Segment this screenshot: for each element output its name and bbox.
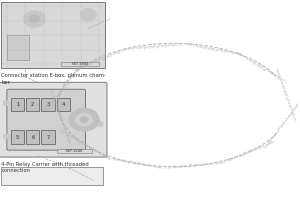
FancyBboxPatch shape [7,89,85,150]
Circle shape [23,10,46,27]
Text: 1: 1 [16,102,19,107]
Text: 3: 3 [46,102,50,107]
Text: (c) BentleyPublishers.com: (c) BentleyPublishers.com [106,156,162,170]
Bar [56,149,92,153]
Circle shape [69,108,99,131]
Bar [11,98,24,111]
Bar [7,35,29,60]
Text: N87-9093: N87-9093 [71,62,89,66]
FancyBboxPatch shape [0,82,107,157]
Text: (c) BentleyPublishers.com: (c) BentleyPublishers.com [185,40,242,54]
Text: (c) BentleyPublishers.com: (c) BentleyPublishers.com [72,45,126,70]
Text: N87-9248: N87-9248 [66,149,83,153]
Text: (c) BentleyPublishers.com: (c) BentleyPublishers.com [125,40,182,49]
Text: 7: 7 [46,135,50,139]
Text: 5: 5 [16,135,19,139]
Text: 4-Pin Relay Carrier with threaded
connection: 4-Pin Relay Carrier with threaded connec… [2,162,89,173]
Circle shape [29,15,40,23]
Text: 6: 6 [31,135,34,139]
Text: (c) BentleyPublishers.com: (c) BentleyPublishers.com [165,161,222,170]
Text: 2: 2 [31,102,34,107]
Bar [41,130,55,144]
Bar [41,98,55,111]
Text: (c) BentleyPublishers.com: (c) BentleyPublishers.com [276,67,299,122]
Text: (c) BentleyPublishers.com: (c) BentleyPublishers.com [237,49,288,81]
Bar [11,130,24,144]
Bar [61,62,99,66]
Bar [26,130,39,144]
Text: (c) BentleyPublishers.com: (c) BentleyPublishers.com [221,140,275,165]
Text: 4: 4 [61,102,65,107]
Circle shape [75,113,93,126]
Bar [26,98,39,111]
Text: (c) BentleyPublishers.com: (c) BentleyPublishers.com [46,60,83,108]
Text: Connector station E-box, plenum cham-
ber: Connector station E-box, plenum cham- be… [2,74,106,85]
Text: (c) BentleyPublishers.com: (c) BentleyPublishers.com [264,102,300,150]
Circle shape [3,134,10,139]
Circle shape [3,100,10,105]
Circle shape [80,117,88,123]
Text: (c) BentleyPublishers.com: (c) BentleyPublishers.com [59,129,110,161]
Circle shape [97,121,103,126]
Bar [2,167,103,185]
Bar [2,2,105,68]
Bar [56,98,70,111]
Text: (c) BentleyPublishers.com: (c) BentleyPublishers.com [48,88,71,143]
Circle shape [80,8,97,21]
